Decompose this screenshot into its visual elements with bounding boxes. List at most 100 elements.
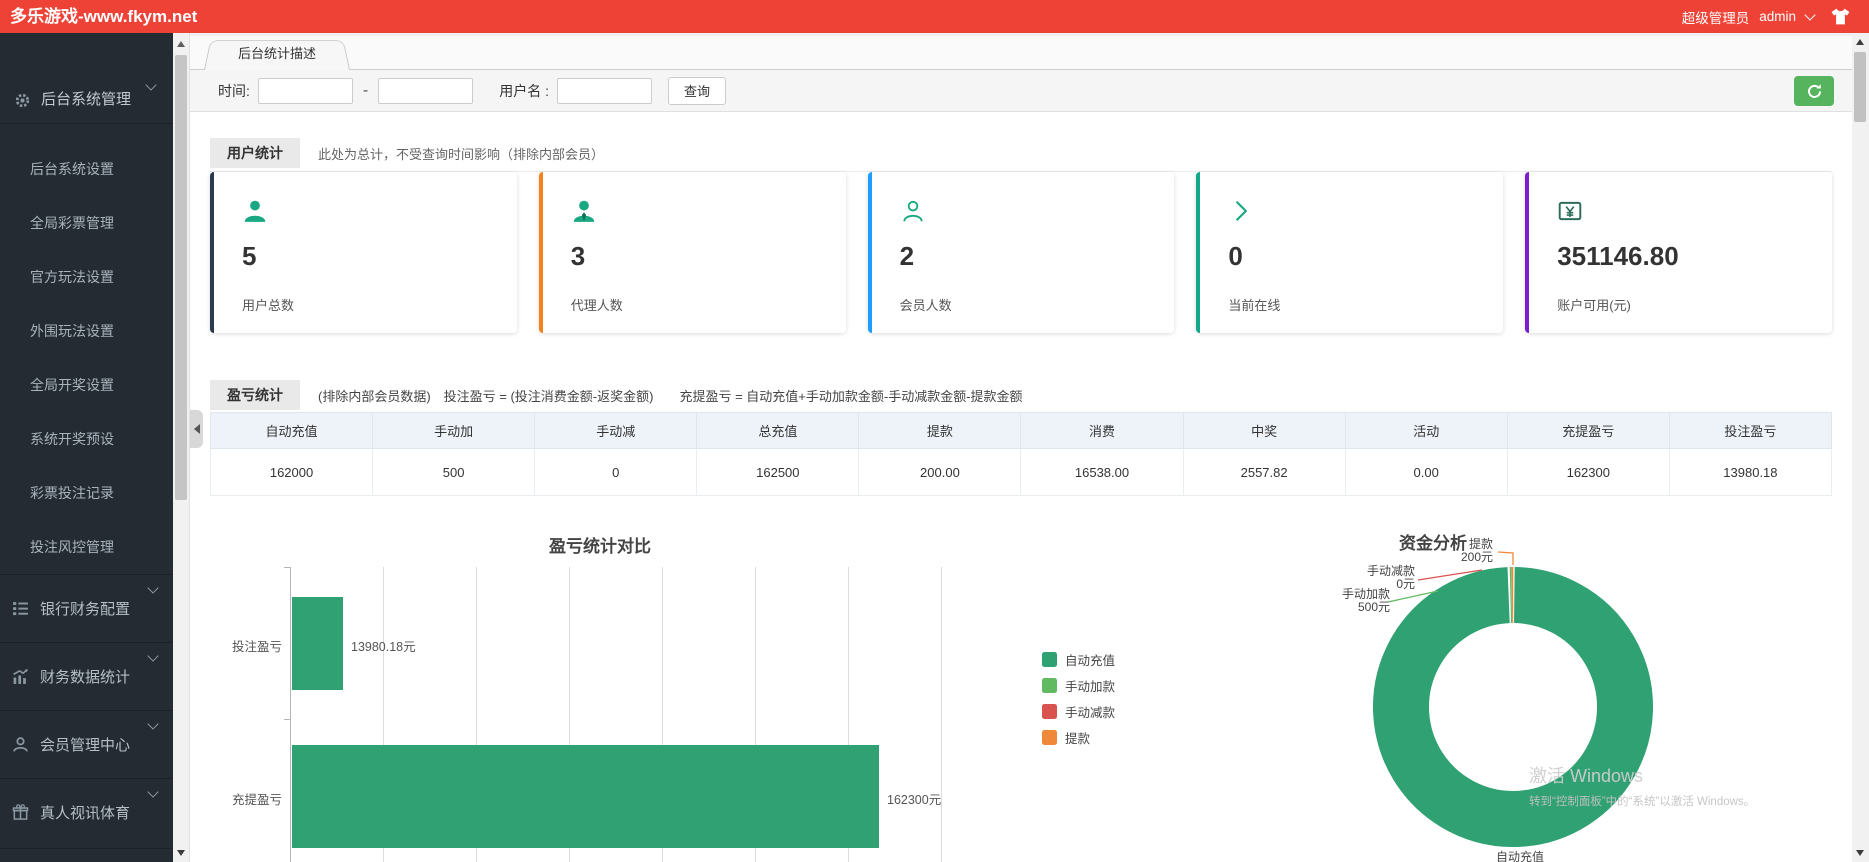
stat-cards-row: 5 用户总数 3 代理人数 2 会员人数 0 当前在线 351146.80 账户可用(元) <box>210 172 1832 333</box>
legend-item[interactable]: 手动减款 <box>1042 702 1115 720</box>
stat-card-label: 代理人数 <box>570 298 623 313</box>
profit-stats-note: (排除内部会员数据) 投注盈亏 = (投注消费金额-返奖金额) 充提盈亏 = 自… <box>318 388 1023 404</box>
sidebar-submenu: 后台系统设置 全局彩票管理 官方玩法设置 外围玩法设置 全局开奖设置 系统开奖预设 彩票投注… <box>0 124 173 574</box>
pie-slice-自动充值 <box>1373 567 1653 847</box>
bar-category-label: 投注盈亏 <box>231 639 282 654</box>
legend-item[interactable]: 手动加款 <box>1042 676 1115 694</box>
username-input[interactable] <box>557 77 652 104</box>
user-stats-note: 此处为总计，不受查询时间影响（排除内部会员） <box>318 146 605 162</box>
tab-label: 后台统计描述 <box>238 46 317 61</box>
sidebar-item-system-admin[interactable]: 后台系统管理 <box>0 33 173 124</box>
scrollbar-thumb[interactable] <box>175 55 187 500</box>
profit-stats-header: 盈亏统计 (排除内部会员数据) 投注盈亏 = (投注消费金额-返奖金额) 充提盈… <box>210 380 1832 410</box>
page-scrollbar[interactable] <box>1852 33 1869 862</box>
table-cell: 16538.00 <box>1020 448 1184 496</box>
sidebar-group-label: 银行财务配置 <box>40 601 131 618</box>
stat-card-value: 3 <box>570 241 586 271</box>
sidebar-group-label: 会员管理中心 <box>40 737 131 754</box>
main-panel: 用户统计 此处为总计，不受查询时间影响（排除内部会员） 5 用户总数 3 代理人数 2 会… <box>190 112 1852 862</box>
stat-card: 351146.80 账户可用(元) <box>1525 172 1832 333</box>
bar-chart-gridline <box>941 567 942 862</box>
stat-card-value: 0 <box>1228 241 1243 271</box>
sidebar-subitem[interactable]: 投注风控管理 <box>30 539 114 555</box>
scroll-up-arrow-icon[interactable] <box>177 41 185 47</box>
member-outline-icon <box>900 198 1175 228</box>
filter-bar: 时间: - 用户名 : 查询 <box>190 70 1852 112</box>
sidebar-group-item[interactable]: 真人视讯体育 <box>0 778 173 846</box>
table-row: 162000 500 0 162500 200.00 16538.00 2557.82 0.0… <box>209 448 1833 496</box>
pie-chart-title: 资金分析 <box>1399 534 1467 553</box>
table-cell: 162500 <box>696 448 860 496</box>
profit-stats-badge: 盈亏统计 <box>210 380 300 410</box>
sidebar-subitem[interactable]: 系统开奖预设 <box>30 431 114 447</box>
bar-chart-gridline <box>476 567 477 862</box>
windows-activation-watermark: 激活 Windows <box>1529 766 1644 786</box>
table-header-cell: 总充值 <box>696 412 860 449</box>
profit-table-head: 自动充值 手动加 手动减 总充值 提款 消费 中奖 活动 充提盈亏 投注盈亏 <box>209 412 1833 449</box>
bar-chart-gridline <box>848 567 849 862</box>
table-cell: 13980.18 <box>1668 448 1833 496</box>
agent-icon <box>571 198 846 228</box>
username-menu[interactable]: admin <box>1759 9 1796 24</box>
table-cell: 162300 <box>1506 448 1670 496</box>
sidebar-subitem[interactable]: 彩票投注记录 <box>30 485 114 501</box>
legend-item[interactable]: 自动充值 <box>1042 650 1115 668</box>
sidebar-group-item[interactable]: 银行财务配置 <box>0 574 173 642</box>
time-label: 时间: <box>218 82 250 99</box>
legend-swatch <box>1042 677 1057 693</box>
legend-item[interactable]: 提款 <box>1042 728 1115 746</box>
legend-swatch <box>1042 729 1057 745</box>
sidebar-collapse-handle[interactable] <box>190 410 203 448</box>
stat-card: 2 会员人数 <box>867 172 1175 333</box>
bar-value-label: 13980.18元 <box>351 639 416 654</box>
table-header-cell: 提款 <box>858 412 1022 449</box>
tab-bar: 后台统计描述 <box>190 36 1852 70</box>
refresh-icon <box>1806 83 1823 100</box>
user-solid-icon <box>242 198 517 228</box>
sidebar-subitem[interactable]: 外围玩法设置 <box>30 323 114 339</box>
pie-callout-manual-minus: 手动减款 0元 <box>1315 565 1415 591</box>
sidebar-subitem[interactable]: 后台系统设置 <box>30 161 114 177</box>
table-header-cell: 投注盈亏 <box>1668 412 1833 449</box>
sidebar-group-item[interactable]: 财务数据统计 <box>0 642 173 710</box>
sidebar-group-item[interactable]: 会员管理中心 <box>0 710 173 778</box>
content-left-scrollbar[interactable] <box>173 33 190 862</box>
chevron-down-icon <box>145 79 157 91</box>
sidebar-subitem[interactable]: 官方玩法设置 <box>30 269 114 285</box>
stat-card-label: 会员人数 <box>899 298 952 313</box>
query-button[interactable]: 查询 <box>668 76 727 105</box>
site-title: 多乐游戏-www.fkym.net <box>10 7 198 26</box>
pie-callout-auto-recharge: 自动充值 <box>1495 850 1544 862</box>
stat-card-value: 5 <box>242 241 257 271</box>
sidebar-groups: 银行财务配置 财务数据统计 会员管理中心真人视讯体育 <box>0 574 173 846</box>
time-end-input[interactable] <box>378 77 474 104</box>
profit-table-body: 162000 500 0 162500 200.00 16538.00 2557.82 0.0… <box>209 448 1833 496</box>
table-cell: 2557.82 <box>1182 448 1346 496</box>
theme-shirt-icon[interactable] <box>1830 8 1851 25</box>
chevron-down-icon <box>147 650 159 662</box>
stat-card-value: 2 <box>899 241 915 271</box>
legend-swatch <box>1042 651 1057 667</box>
sidebar-item-label: 后台系统管理 <box>41 91 132 108</box>
callout-value: 500元 <box>1357 600 1390 614</box>
sidebar-subitem[interactable]: 全局彩票管理 <box>30 215 114 231</box>
tab-backend-statistics[interactable]: 后台统计描述 <box>204 37 350 70</box>
bar-chart-gridline <box>755 567 756 862</box>
callout-name: 提款 <box>1468 537 1493 551</box>
legend-label: 自动充值 <box>1065 653 1116 668</box>
legend-swatch <box>1042 703 1057 719</box>
bar-投注盈亏 <box>292 597 343 690</box>
table-cell: 200.00 <box>858 448 1022 496</box>
sidebar-subitem[interactable]: 全局开奖设置 <box>30 377 114 393</box>
sidebar-group-label: 财务数据统计 <box>40 669 131 686</box>
chevron-down-icon[interactable] <box>1804 8 1816 21</box>
scroll-down-arrow-icon[interactable] <box>177 850 185 856</box>
scroll-up-arrow-icon[interactable] <box>1856 39 1864 45</box>
refresh-button[interactable] <box>1794 76 1834 106</box>
stat-card: 5 用户总数 <box>210 172 517 333</box>
scroll-down-arrow-icon[interactable] <box>1856 850 1864 856</box>
user-stats-badge: 用户统计 <box>210 138 300 168</box>
scrollbar-thumb[interactable] <box>1854 52 1866 122</box>
time-start-input[interactable] <box>257 77 353 104</box>
